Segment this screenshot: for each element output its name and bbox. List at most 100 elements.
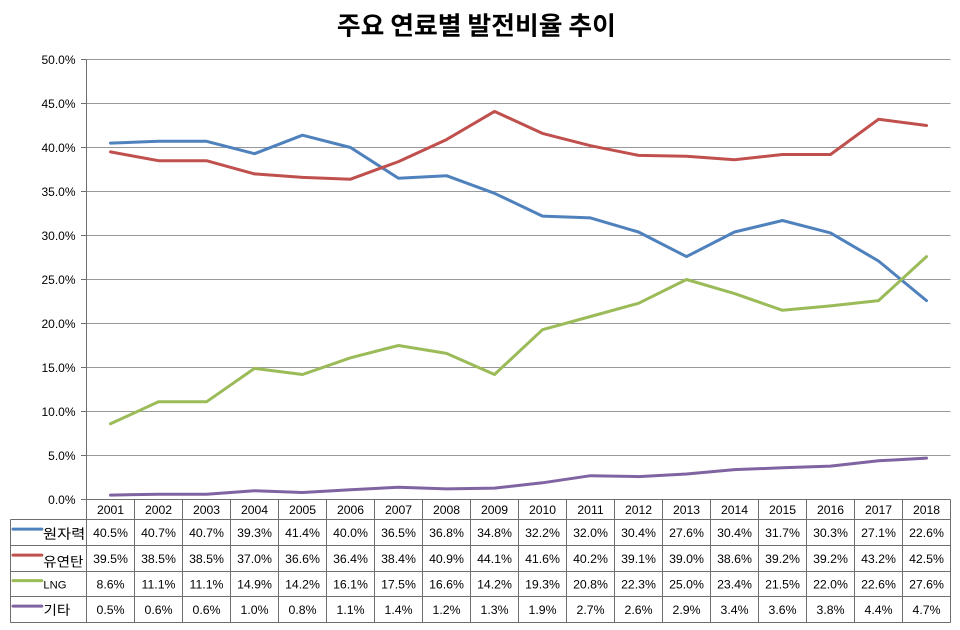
svg-text:45.0%: 45.0% (41, 97, 75, 111)
svg-text:2008: 2008 (433, 503, 460, 517)
svg-text:38.5%: 38.5% (189, 552, 224, 566)
svg-text:22.3%: 22.3% (621, 577, 656, 591)
svg-text:38.5%: 38.5% (141, 552, 176, 566)
svg-text:40.9%: 40.9% (429, 552, 464, 566)
svg-text:25.0%: 25.0% (669, 577, 704, 591)
svg-text:39.2%: 39.2% (765, 552, 800, 566)
svg-text:3.4%: 3.4% (720, 603, 748, 617)
svg-text:39.1%: 39.1% (621, 552, 656, 566)
svg-text:39.2%: 39.2% (813, 552, 848, 566)
svg-text:30.3%: 30.3% (813, 526, 848, 540)
svg-text:31.7%: 31.7% (765, 526, 800, 540)
svg-text:36.6%: 36.6% (285, 552, 320, 566)
svg-text:0.5%: 0.5% (96, 603, 124, 617)
svg-text:16.6%: 16.6% (429, 577, 464, 591)
svg-text:2.9%: 2.9% (672, 603, 700, 617)
svg-text:43.2%: 43.2% (861, 552, 896, 566)
svg-text:2010: 2010 (529, 503, 556, 517)
svg-text:2006: 2006 (337, 503, 364, 517)
svg-text:11.1%: 11.1% (190, 577, 224, 591)
svg-text:36.5%: 36.5% (381, 526, 416, 540)
svg-text:20.0%: 20.0% (41, 317, 75, 331)
svg-text:2003: 2003 (193, 503, 220, 517)
svg-text:40.7%: 40.7% (141, 526, 176, 540)
svg-text:1.1%: 1.1% (336, 603, 364, 617)
svg-text:30.4%: 30.4% (621, 526, 656, 540)
svg-text:32.0%: 32.0% (573, 526, 608, 540)
svg-text:50.0%: 50.0% (41, 53, 75, 67)
svg-text:1.0%: 1.0% (240, 603, 268, 617)
svg-text:2001: 2001 (97, 503, 124, 517)
svg-text:2002: 2002 (145, 503, 172, 517)
svg-text:44.1%: 44.1% (477, 552, 512, 566)
svg-text:19.3%: 19.3% (525, 577, 560, 591)
svg-text:2007: 2007 (385, 503, 412, 517)
svg-text:0.8%: 0.8% (288, 603, 316, 617)
svg-text:4.4%: 4.4% (864, 603, 892, 617)
svg-text:14.9%: 14.9% (237, 577, 272, 591)
svg-text:11.1%: 11.1% (142, 577, 176, 591)
svg-text:22.0%: 22.0% (813, 577, 848, 591)
svg-text:21.5%: 21.5% (765, 577, 800, 591)
svg-text:2011: 2011 (577, 503, 603, 517)
svg-text:2.6%: 2.6% (624, 603, 652, 617)
svg-text:36.8%: 36.8% (429, 526, 464, 540)
svg-text:40.7%: 40.7% (189, 526, 224, 540)
svg-text:17.5%: 17.5% (381, 577, 416, 591)
svg-text:34.8%: 34.8% (477, 526, 512, 540)
svg-text:1.9%: 1.9% (528, 603, 556, 617)
svg-text:2016: 2016 (817, 503, 844, 517)
svg-text:10.0%: 10.0% (41, 405, 75, 419)
svg-text:16.1%: 16.1% (333, 577, 368, 591)
svg-text:8.6%: 8.6% (96, 577, 124, 591)
svg-text:14.2%: 14.2% (285, 577, 320, 591)
svg-text:40.5%: 40.5% (93, 526, 128, 540)
svg-text:2014: 2014 (721, 503, 748, 517)
svg-text:2017: 2017 (865, 503, 892, 517)
svg-text:38.6%: 38.6% (717, 552, 752, 566)
svg-text:2009: 2009 (481, 503, 508, 517)
svg-text:2018: 2018 (913, 503, 940, 517)
svg-text:22.6%: 22.6% (909, 526, 944, 540)
svg-text:1.2%: 1.2% (432, 603, 460, 617)
svg-text:2012: 2012 (625, 503, 652, 517)
svg-text:23.4%: 23.4% (717, 577, 752, 591)
svg-text:20.8%: 20.8% (573, 577, 608, 591)
svg-text:22.6%: 22.6% (861, 577, 896, 591)
svg-text:41.6%: 41.6% (525, 552, 560, 566)
svg-text:2.7%: 2.7% (576, 603, 604, 617)
svg-text:27.6%: 27.6% (909, 577, 944, 591)
svg-text:2015: 2015 (769, 503, 796, 517)
svg-text:1.4%: 1.4% (384, 603, 412, 617)
svg-text:40.0%: 40.0% (333, 526, 368, 540)
svg-text:0.6%: 0.6% (144, 603, 172, 617)
svg-text:40.0%: 40.0% (41, 141, 75, 155)
svg-text:2005: 2005 (289, 503, 316, 517)
svg-text:2004: 2004 (241, 503, 268, 517)
svg-text:3.6%: 3.6% (768, 603, 796, 617)
svg-text:39.3%: 39.3% (237, 526, 272, 540)
svg-text:1.3%: 1.3% (480, 603, 508, 617)
svg-text:39.0%: 39.0% (669, 552, 704, 566)
svg-text:32.2%: 32.2% (525, 526, 560, 540)
svg-text:27.1%: 27.1% (861, 526, 896, 540)
svg-text:39.5%: 39.5% (93, 552, 128, 566)
svg-text:2013: 2013 (673, 503, 700, 517)
svg-text:36.4%: 36.4% (333, 552, 368, 566)
svg-text:5.0%: 5.0% (48, 449, 76, 463)
svg-text:40.2%: 40.2% (573, 552, 608, 566)
svg-text:4.7%: 4.7% (912, 603, 940, 617)
svg-text:15.0%: 15.0% (41, 361, 75, 375)
svg-text:14.2%: 14.2% (477, 577, 512, 591)
svg-text:0.0%: 0.0% (48, 493, 76, 507)
svg-text:41.4%: 41.4% (285, 526, 320, 540)
svg-text:27.6%: 27.6% (669, 526, 704, 540)
svg-text:0.6%: 0.6% (192, 603, 220, 617)
svg-text:25.0%: 25.0% (41, 273, 75, 287)
svg-text:42.5%: 42.5% (909, 552, 944, 566)
svg-text:LNG: LNG (43, 580, 66, 592)
svg-text:38.4%: 38.4% (381, 552, 416, 566)
svg-text:37.0%: 37.0% (237, 552, 272, 566)
svg-text:35.0%: 35.0% (41, 185, 75, 199)
svg-text:30.0%: 30.0% (41, 229, 75, 243)
